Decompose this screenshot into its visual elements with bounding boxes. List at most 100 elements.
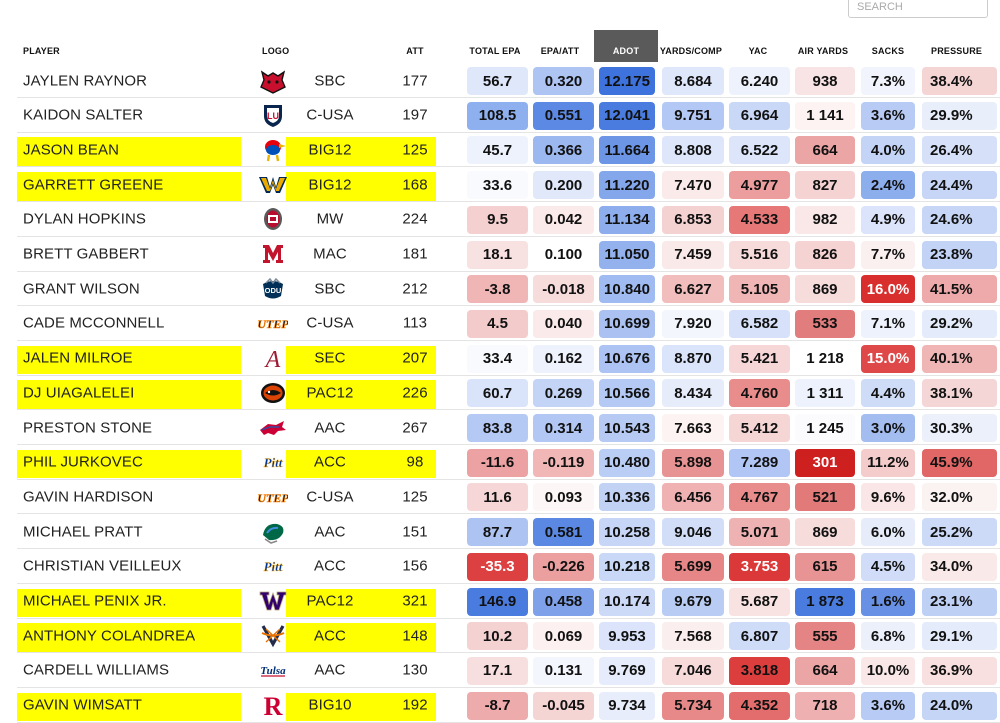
- yac-cell: 5.421: [729, 344, 790, 373]
- attempts: 156: [402, 557, 428, 575]
- epa-att-cell: 0.100: [533, 240, 594, 269]
- player-name: MICHAEL PENIX JR.: [23, 592, 167, 610]
- col-epa-att[interactable]: EPA/ATT: [540, 46, 580, 56]
- air-yards-cell: 938: [795, 67, 855, 95]
- attempts: 207: [402, 349, 428, 367]
- epa-att-cell: -0.226: [533, 552, 594, 581]
- yac-cell: 7.289: [729, 448, 790, 477]
- table-row: CARDELL WILLIAMS Tulsa AAC 130 17.1 0.131 9.76…: [17, 654, 1000, 688]
- utep-logo: UTEP: [258, 310, 288, 336]
- sacks-cell: 4.9%: [861, 205, 915, 234]
- col-yac[interactable]: YAC: [748, 46, 768, 56]
- yac-cell: 4.352: [729, 691, 790, 720]
- adot-cell: 12.041: [599, 101, 655, 130]
- player-name: CADE MCCONNELL: [23, 314, 165, 332]
- air-yards-cell: 615: [795, 552, 855, 581]
- adot-cell: 10.480: [599, 448, 655, 477]
- table-row: CHRISTIAN VEILLEUX Pitt ACC 156 -35.3 -0.226 1…: [17, 550, 1000, 584]
- washington-logo: [258, 588, 288, 614]
- adot-cell: 9.734: [599, 691, 655, 720]
- pressure-cell: 29.2%: [922, 309, 997, 338]
- air-yards-cell: 301: [795, 448, 855, 477]
- total-epa-cell: 108.5: [467, 101, 528, 130]
- pressure-cell: 29.1%: [922, 622, 997, 651]
- conference: MAC: [313, 245, 347, 263]
- player-name: ANTHONY COLANDREA: [23, 627, 196, 645]
- sacks-cell: 7.1%: [861, 309, 915, 338]
- yards-comp-cell: 9.679: [662, 587, 724, 616]
- miami-oh-logo: [258, 241, 288, 267]
- epa-att-cell: -0.045: [533, 691, 594, 720]
- search-input[interactable]: [848, 0, 988, 18]
- sacks-cell: 3.6%: [861, 101, 915, 130]
- yac-cell: 3.753: [729, 552, 790, 581]
- total-epa-cell: 56.7: [467, 67, 528, 95]
- air-yards-cell: 982: [795, 205, 855, 234]
- conference: AAC: [314, 661, 346, 679]
- col-sacks[interactable]: SACKS: [871, 46, 905, 56]
- rutgers-logo: R: [258, 692, 288, 718]
- air-yards-cell: 827: [795, 171, 855, 200]
- adot-cell: 11.220: [599, 171, 655, 200]
- yards-comp-cell: 7.046: [662, 656, 724, 685]
- col-player[interactable]: PLAYER: [23, 46, 60, 56]
- air-yards-cell: 1 311: [795, 379, 855, 408]
- yac-cell: 4.767: [729, 483, 790, 512]
- col-pressure[interactable]: PRESSURE: [931, 46, 983, 56]
- table-row: MICHAEL PRATT AAC 151 87.7 0.581 10.258 9.046 5…: [17, 515, 1000, 550]
- row-highlight-player: [17, 588, 241, 618]
- air-yards-cell: 521: [795, 483, 855, 512]
- player-name: CARDELL WILLIAMS: [23, 661, 170, 679]
- total-epa-cell: -35.3: [467, 552, 528, 581]
- player-name: JASON BEAN: [23, 141, 120, 159]
- svg-text:UTEP: UTEP: [258, 317, 288, 331]
- conference: BIG12: [308, 176, 352, 194]
- player-name: PHIL JURKOVEC: [23, 453, 143, 471]
- row-highlight-player: [17, 692, 241, 722]
- svg-text:Pitt: Pitt: [264, 559, 283, 574]
- yards-comp-cell: 7.470: [662, 171, 724, 200]
- epa-att-cell: 0.131: [533, 656, 594, 685]
- attempts: 113: [402, 314, 428, 332]
- yards-comp-cell: 8.870: [662, 344, 724, 373]
- attempts: 212: [402, 280, 428, 298]
- epa-att-cell: -0.018: [533, 275, 594, 304]
- row-highlight-player: [17, 172, 241, 201]
- pressure-cell: 25.2%: [922, 518, 997, 547]
- total-epa-cell: 60.7: [467, 379, 528, 408]
- col-att[interactable]: ATT: [406, 46, 424, 56]
- yards-comp-cell: 5.699: [662, 552, 724, 581]
- table-row: GAVIN HARDISON UTEP C-USA 125 11.6 0.093 10.33…: [17, 480, 1000, 515]
- yac-cell: 6.522: [729, 136, 790, 165]
- player-name: JALEN MILROE: [23, 349, 133, 367]
- pressure-cell: 41.5%: [922, 275, 997, 304]
- epa-att-cell: 0.162: [533, 344, 594, 373]
- air-yards-cell: 555: [795, 622, 855, 651]
- conference: MW: [316, 210, 344, 228]
- col-total-epa[interactable]: TOTAL EPA: [469, 46, 521, 56]
- total-epa-cell: -11.6: [467, 448, 528, 477]
- col-yards-comp[interactable]: YARDS/COMP: [659, 46, 723, 56]
- col-logo[interactable]: LOGO: [262, 46, 290, 56]
- total-epa-cell: 11.6: [467, 483, 528, 512]
- table-row: DYLAN HOPKINS MW 224 9.5 0.042 11.134 6.853 4.5…: [17, 203, 1000, 237]
- col-air-yards[interactable]: AIR YARDS: [797, 46, 849, 56]
- adot-cell: 11.664: [599, 136, 655, 165]
- yards-comp-cell: 7.663: [662, 414, 724, 442]
- adot-cell: 9.953: [599, 622, 655, 651]
- conference: ACC: [314, 453, 346, 471]
- yac-cell: 6.807: [729, 622, 790, 651]
- svg-text:LU: LU: [267, 111, 279, 121]
- player-name: GARRETT GREENE: [23, 176, 164, 194]
- air-yards-cell: 1 141: [795, 101, 855, 130]
- pressure-cell: 34.0%: [922, 552, 997, 581]
- tulsa-logo: Tulsa: [258, 657, 288, 683]
- yac-cell: 3.818: [729, 656, 790, 685]
- row-highlight-player: [17, 345, 241, 375]
- smu-logo: [258, 415, 288, 441]
- total-epa-cell: 17.1: [467, 656, 528, 685]
- yac-cell: 6.240: [729, 67, 790, 95]
- col-adot[interactable]: ADOT: [612, 46, 640, 56]
- old-dominion-logo: ODU: [258, 276, 288, 302]
- pressure-cell: 29.9%: [922, 101, 997, 130]
